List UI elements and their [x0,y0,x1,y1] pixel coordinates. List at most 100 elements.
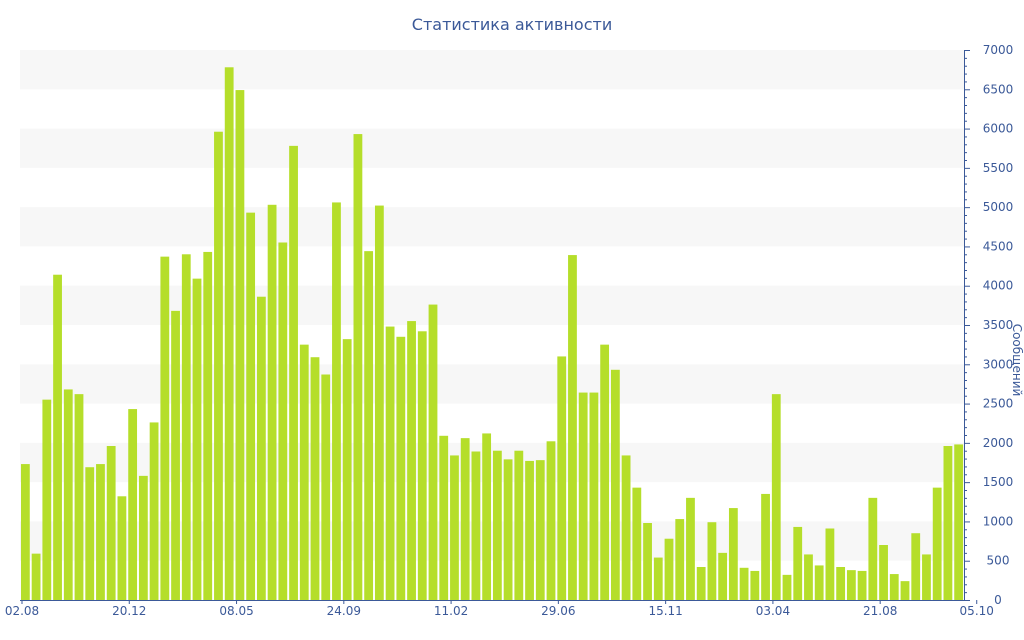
bar [739,567,749,600]
bar [825,528,835,600]
bar [836,567,846,600]
x-tick-label: 03.04 [756,604,790,618]
bar [321,374,331,600]
bar [643,523,652,600]
y-tick-label: 5000 [983,200,1014,214]
bar [621,455,631,600]
bar [74,394,84,600]
bar [374,205,384,600]
bar [525,460,534,600]
bar [417,331,427,600]
bar [492,450,502,600]
bar [20,464,30,600]
grid-band [20,50,964,90]
y-tick-label: 6500 [983,82,1014,96]
y-tick-label: 500 [987,554,1010,568]
bar [289,145,298,601]
y-tick-label: 6000 [983,122,1014,136]
bar [653,557,663,600]
bar [246,212,256,600]
bar [235,90,245,600]
x-tick-label: 29.06 [541,604,575,618]
bar [589,392,599,600]
bar [664,538,674,600]
y-tick-label: 5500 [983,161,1014,175]
bar [364,251,374,600]
bar [535,460,545,600]
bar [450,455,459,600]
bar [782,574,792,600]
bar [954,444,964,600]
y-tick-label: 4000 [983,279,1014,293]
bar [814,565,824,600]
bar [396,336,406,600]
y-tick-label: 3500 [983,318,1014,332]
bar [96,464,105,600]
bar [85,467,95,600]
x-tick-label: 11.02 [434,604,468,618]
y-tick-label: 4500 [983,239,1014,253]
x-tick-label: 20.12 [112,604,146,618]
x-tick-label: 21.08 [863,604,897,618]
bar [482,433,492,600]
x-tick-label: 08.05 [219,604,253,618]
bar [943,446,953,600]
bar [900,581,910,600]
bar [138,475,148,600]
bar [117,496,127,600]
bar [310,357,320,600]
bar [696,567,706,600]
bar [707,522,717,600]
bar [922,554,931,600]
bar [267,204,277,601]
bar [503,459,513,600]
bar [578,392,588,600]
bar [686,497,695,600]
bar [63,389,73,600]
grid-band [20,207,964,247]
bar [128,409,138,600]
bar [761,493,770,600]
bar [804,554,813,600]
y-tick-label: 2000 [983,436,1014,450]
y-tick-label: 3000 [983,357,1014,371]
bar [203,251,213,600]
bar [471,451,481,600]
bar [278,242,288,600]
bar [514,450,524,600]
y-axis-title: Сообщений [1010,324,1024,397]
y-tick-label: 1000 [983,514,1014,528]
x-tick-label: 15.11 [648,604,682,618]
x-tick-label: 24.09 [327,604,361,618]
bar [385,326,395,600]
bar [718,552,728,600]
y-tick-label: 7000 [983,43,1014,57]
bar [353,134,363,600]
bar [342,339,352,600]
y-tick-label: 1500 [983,475,1014,489]
bar [675,519,685,600]
bar [546,441,556,600]
bar [439,435,449,600]
x-tick-label: 05.10 [960,604,994,618]
bar [171,310,180,600]
bar [53,274,62,600]
bar [256,296,266,600]
bar [149,422,159,600]
bar [181,254,191,601]
bar [428,304,438,600]
bar [160,256,170,600]
bar [793,526,803,600]
bar [299,344,309,600]
bar [857,570,867,600]
bar [31,553,41,600]
y-tick-label: 2500 [983,397,1014,411]
bar [771,394,781,600]
bar [214,131,223,600]
bar [889,574,899,600]
bar [868,497,878,600]
bar [224,67,234,601]
bar [106,446,116,600]
